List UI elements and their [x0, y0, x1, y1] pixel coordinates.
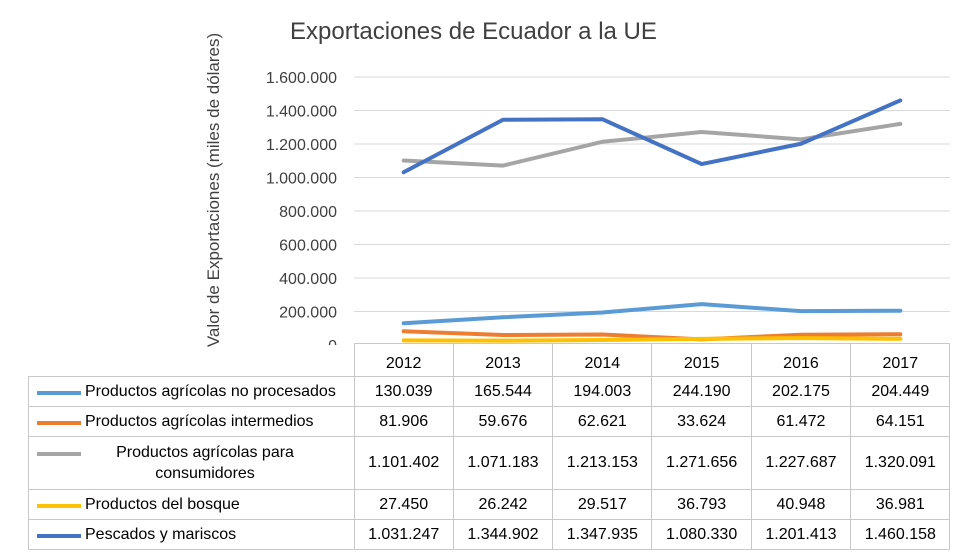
table-corner [29, 344, 355, 377]
data-label: 1.213.153 [552, 436, 653, 490]
data-label: 36.793 [651, 489, 752, 520]
data-label: 1.031.247 [353, 519, 454, 550]
series-line [401, 302, 903, 326]
y-tick-label: 0 [328, 338, 337, 345]
table-row: Productos agrícolas para consumidores 1.1… [28, 436, 951, 490]
data-label: 1.227.687 [750, 436, 852, 490]
data-label: 130.039 [353, 376, 454, 407]
data-label: 1.071.183 [452, 436, 554, 490]
series-name: Productos agrícolas para consumidores [116, 444, 294, 482]
data-table: 2012 2013 2014 2015 2016 2017 Productos agríc… [28, 343, 951, 550]
x-tick-label: 2017 [850, 343, 951, 377]
legend-swatch [37, 534, 81, 538]
data-label: 1.080.330 [651, 519, 752, 550]
legend-swatch [37, 391, 81, 395]
x-tick-label: 2013 [452, 343, 554, 377]
table-row: Productos del bosque 27.450 26.242 29.517 36… [28, 489, 951, 520]
data-label: 27.450 [353, 489, 454, 520]
data-label: 61.472 [750, 406, 852, 437]
legend-swatch [37, 421, 81, 425]
data-label: 40.948 [750, 489, 852, 520]
x-tick-label: 2012 [353, 343, 454, 377]
x-tick-label: 2016 [750, 343, 852, 377]
data-label: 81.906 [353, 406, 454, 437]
y-tick-label: 400.000 [279, 271, 337, 288]
data-label: 26.242 [452, 489, 554, 520]
y-tick-label: 600.000 [279, 238, 337, 255]
legend-entry: Pescados y mariscos [28, 519, 355, 550]
series-name: Pescados y mariscos [85, 526, 237, 543]
data-label: 29.517 [552, 489, 653, 520]
data-label: 33.624 [651, 406, 752, 437]
data-label: 62.621 [552, 406, 653, 437]
y-tick-label: 200.000 [279, 305, 337, 322]
series-line [401, 329, 903, 342]
table-row: Pescados y mariscos 1.031.247 1.344.902 1.3… [28, 519, 951, 550]
series-name: Productos agrícolas intermedios [85, 413, 314, 430]
chart-plot: 0 200.000 400.000 600.000 800.000 1.000.000 1.… [266, 70, 950, 345]
y-tick-label: 1.200.000 [266, 137, 337, 154]
data-label: 194.003 [552, 376, 653, 407]
x-tick-label: 2014 [552, 343, 653, 377]
series-lines [401, 98, 903, 343]
data-label: 59.676 [452, 406, 554, 437]
legend-entry: Productos agrícolas para consumidores [28, 436, 355, 490]
legend-entry: Productos agrícolas intermedios [28, 406, 355, 437]
series-name: Productos del bosque [85, 496, 240, 513]
data-label: 64.151 [850, 406, 951, 437]
legend-entry: Productos del bosque [28, 489, 355, 520]
table-row: Productos agrícolas no procesados 130.039… [28, 376, 951, 407]
data-label: 1.201.413 [750, 519, 852, 550]
data-label: 165.544 [452, 376, 554, 407]
legend-entry: Productos agrícolas no procesados [28, 376, 355, 407]
data-label: 36.981 [850, 489, 951, 520]
y-tick-label: 800.000 [279, 204, 337, 221]
gridlines [354, 76, 950, 312]
series-line [401, 336, 903, 343]
data-label: 1.271.656 [651, 436, 752, 490]
legend-swatch [37, 504, 81, 508]
data-label: 1.347.935 [552, 519, 653, 550]
chart-title: Exportaciones de Ecuador a la UE [290, 18, 657, 45]
series-line [401, 98, 903, 175]
y-tick-label: 1.600.000 [266, 70, 337, 87]
legend-swatch [37, 452, 81, 456]
data-label: 1.460.158 [850, 519, 951, 550]
x-tick-label: 2015 [651, 343, 752, 377]
data-label: 204.449 [850, 376, 951, 407]
series-name: Productos agrícolas no procesados [85, 383, 336, 400]
y-tick-label: 1.400.000 [266, 104, 337, 121]
y-tick-label: 1.000.000 [266, 171, 337, 188]
table-header-row: 2012 2013 2014 2015 2016 2017 [29, 343, 951, 377]
series-line [401, 121, 903, 168]
data-label: 1.101.402 [353, 436, 454, 490]
table-row: Productos agrícolas intermedios 81.906 59.… [28, 406, 951, 437]
data-label: 1.344.902 [452, 519, 554, 550]
data-label: 1.320.091 [850, 436, 951, 490]
data-label: 202.175 [750, 376, 852, 407]
y-tick-labels: 0 200.000 400.000 600.000 800.000 1.000.000 1.… [266, 70, 337, 345]
data-label: 244.190 [651, 376, 752, 407]
